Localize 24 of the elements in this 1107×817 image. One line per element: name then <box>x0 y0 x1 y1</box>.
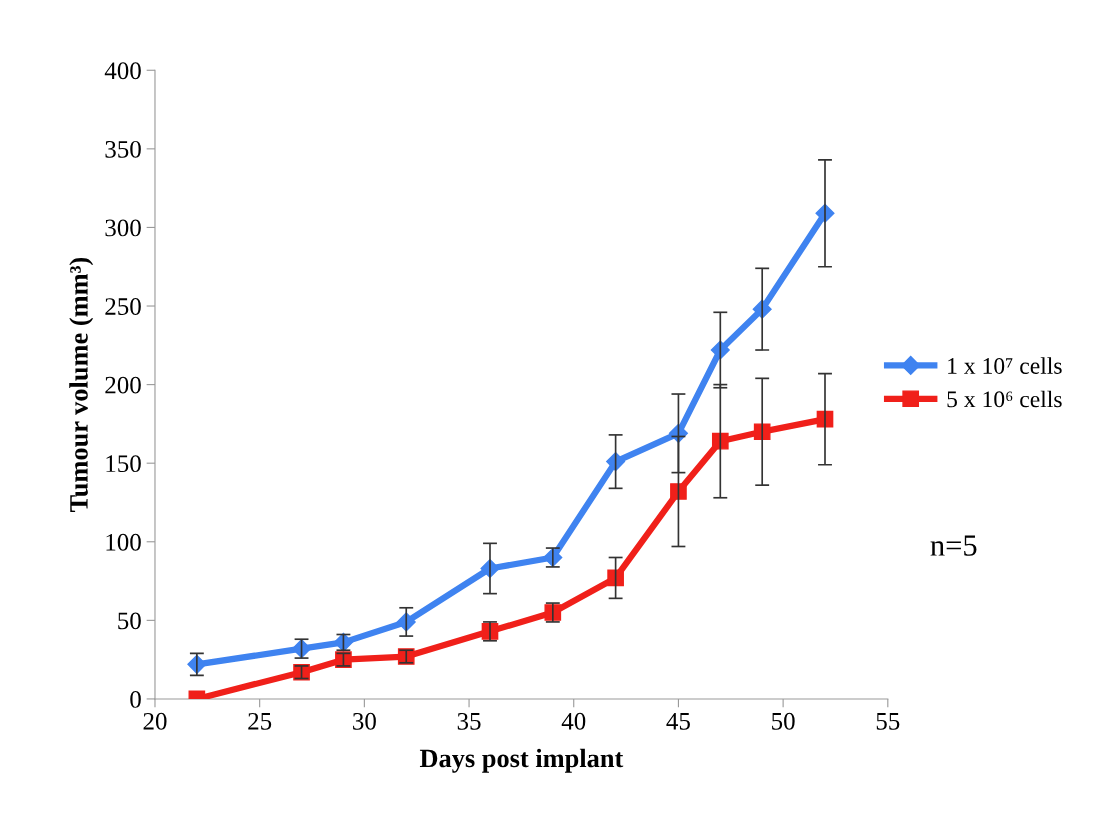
x-tick-label: 40 <box>561 712 586 730</box>
y-tick-label: 400 <box>104 62 141 80</box>
x-tick-label: 55 <box>876 713 900 730</box>
y-tick-label: 350 <box>105 140 141 158</box>
x-tick-label: 35 <box>457 712 481 730</box>
x-tick-label: 30 <box>353 712 376 730</box>
y-tick-label: 150 <box>106 455 141 473</box>
point <box>607 569 624 587</box>
x-tick-label: 20 <box>143 712 167 730</box>
legend-label: 5 x 10⁶ cells <box>947 390 1062 408</box>
y-tick-label: 100 <box>106 533 141 551</box>
y-tick-label: 50 <box>118 612 141 630</box>
x-tick-label: 45 <box>666 713 690 730</box>
x-tick-label: 50 <box>772 712 795 730</box>
legend-label: 1 x 10⁷ cells <box>948 357 1062 374</box>
y-tick-label: 250 <box>105 298 141 315</box>
y-tick-label: 0 <box>130 690 141 708</box>
x-tick-label: 25 <box>248 712 272 730</box>
x-axis-title: Days post implant <box>419 748 624 773</box>
y-tick-label: 200 <box>105 376 141 394</box>
y-axis-title: Tumour volume (mm³) <box>69 257 94 513</box>
y-tick-label: 300 <box>105 219 141 237</box>
text: n=5 <box>930 535 977 556</box>
point <box>670 483 687 500</box>
